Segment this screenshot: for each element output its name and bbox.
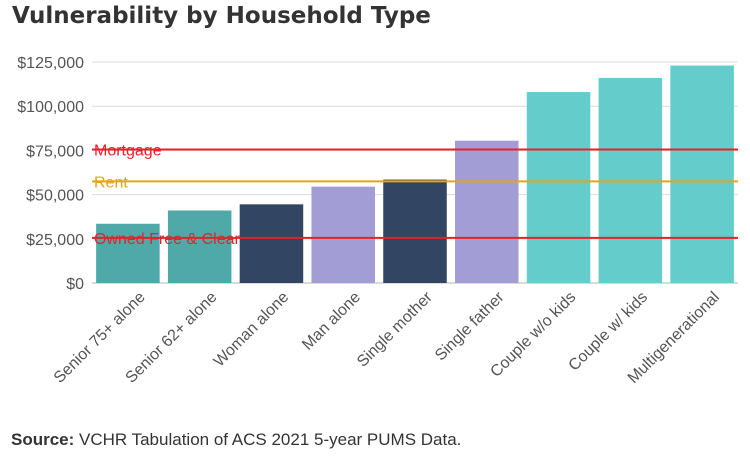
y-tick-label: $50,000: [26, 188, 84, 205]
bar: [526, 92, 591, 283]
reference-lines: Mortgage Rent Owned Free & Clear: [92, 143, 738, 248]
bar: [311, 186, 375, 283]
y-tick-label: $25,000: [26, 232, 84, 249]
bar: [96, 223, 160, 283]
x-tick-label: Single mother: [354, 288, 436, 370]
x-tick-label: Man alone: [299, 289, 364, 354]
bar: [239, 204, 304, 283]
bars: [96, 65, 734, 283]
bar: [455, 140, 519, 283]
y-tick-label: $125,000: [17, 55, 84, 72]
y-tick-label: $100,000: [17, 99, 84, 116]
y-tick-label: $0: [66, 276, 84, 293]
x-tick-label: Woman alone: [211, 289, 293, 371]
bar-chart: $0$25,000$50,000$75,000$100,000$125,000 …: [17, 55, 738, 387]
source-label: Source:: [11, 430, 75, 449]
reference-line-label: Owned Free & Clear: [94, 231, 241, 248]
reference-line-label: Rent: [94, 174, 128, 191]
bar: [383, 179, 447, 283]
bar: [670, 65, 734, 283]
reference-line-label: Mortgage: [94, 143, 162, 160]
bar: [167, 210, 232, 283]
y-axis-tick-labels: $0 $25,000 $50,000 $75,000 $100,000 $125,000: [17, 55, 84, 293]
chart-title: Vulnerability by Household Type: [12, 3, 431, 29]
x-tick-label: Single father: [432, 288, 508, 364]
source-text: VCHR Tabulation of ACS 2021 5-year PUMS …: [74, 430, 462, 449]
y-tick-label: $75,000: [26, 143, 84, 160]
source-note: Source: VCHR Tabulation of ACS 2021 5-ye…: [11, 430, 461, 450]
